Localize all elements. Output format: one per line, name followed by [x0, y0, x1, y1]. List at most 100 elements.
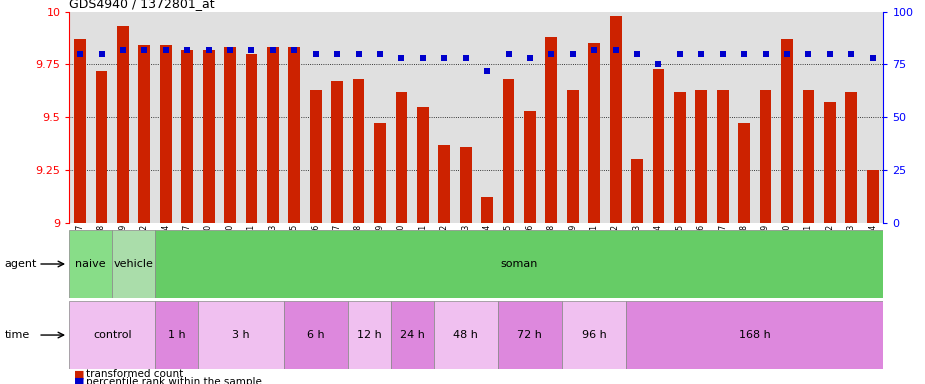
Bar	[824, 102, 835, 223]
Bar	[845, 92, 857, 223]
Point	[758, 51, 773, 57]
Point	[501, 51, 516, 57]
Bar	[69, 230, 112, 298]
Point	[586, 46, 601, 53]
Point	[715, 51, 730, 57]
Text: transformed count: transformed count	[86, 369, 183, 379]
Point	[202, 46, 216, 53]
Bar	[74, 39, 86, 223]
Bar	[245, 54, 257, 223]
Text: percentile rank within the sample: percentile rank within the sample	[86, 377, 262, 384]
Point	[137, 46, 152, 53]
Bar	[498, 301, 562, 369]
Point	[694, 51, 709, 57]
Point	[352, 51, 366, 57]
Bar	[139, 45, 150, 223]
Point	[822, 51, 837, 57]
Point	[780, 51, 795, 57]
Bar	[781, 39, 793, 223]
Bar	[524, 111, 536, 223]
Bar	[438, 145, 450, 223]
Text: 12 h: 12 h	[357, 330, 382, 340]
Bar	[674, 92, 685, 223]
Point	[437, 55, 451, 61]
Bar	[502, 79, 514, 223]
Bar	[417, 106, 428, 223]
Point	[394, 55, 409, 61]
Bar	[434, 301, 498, 369]
Point	[73, 51, 88, 57]
Text: ■: ■	[74, 377, 84, 384]
Point	[265, 46, 280, 53]
Point	[94, 51, 109, 57]
Bar	[289, 47, 301, 223]
Text: 96 h: 96 h	[582, 330, 607, 340]
Bar	[95, 71, 107, 223]
Bar	[224, 47, 236, 223]
Point	[480, 68, 495, 74]
Bar	[652, 68, 664, 223]
Point	[672, 51, 687, 57]
Point	[287, 46, 302, 53]
Bar	[626, 301, 883, 369]
Point	[844, 51, 858, 57]
Bar	[198, 301, 284, 369]
Bar	[284, 301, 348, 369]
Point	[179, 46, 194, 53]
Bar	[717, 89, 729, 223]
Bar	[374, 123, 386, 223]
Bar	[155, 230, 883, 298]
Point	[609, 46, 623, 53]
Text: control: control	[92, 330, 131, 340]
Bar	[348, 301, 390, 369]
Text: ■: ■	[74, 369, 84, 379]
Point	[458, 55, 473, 61]
Point	[801, 51, 816, 57]
Bar	[867, 170, 879, 223]
Text: soman: soman	[500, 259, 538, 269]
Text: time: time	[5, 330, 30, 340]
Bar	[310, 89, 322, 223]
Point	[308, 51, 323, 57]
Point	[630, 51, 645, 57]
Bar	[481, 197, 493, 223]
Bar	[117, 26, 129, 223]
Text: 48 h: 48 h	[453, 330, 478, 340]
Bar	[331, 81, 343, 223]
Bar	[160, 45, 172, 223]
Text: 1 h: 1 h	[167, 330, 185, 340]
Bar	[69, 301, 155, 369]
Bar	[562, 301, 626, 369]
Bar	[396, 92, 407, 223]
Text: 6 h: 6 h	[307, 330, 325, 340]
Bar	[460, 147, 472, 223]
Bar	[759, 89, 771, 223]
Point	[736, 51, 751, 57]
Text: 168 h: 168 h	[739, 330, 771, 340]
Text: 72 h: 72 h	[517, 330, 542, 340]
Point	[244, 46, 259, 53]
Text: GDS4940 / 1372801_at: GDS4940 / 1372801_at	[69, 0, 215, 10]
Bar	[112, 230, 155, 298]
Bar	[390, 301, 434, 369]
Bar	[631, 159, 643, 223]
Point	[565, 51, 580, 57]
Point	[158, 46, 173, 53]
Point	[544, 51, 559, 57]
Point	[329, 51, 344, 57]
Point	[116, 46, 130, 53]
Point	[865, 55, 880, 61]
Bar	[267, 47, 278, 223]
Bar	[588, 43, 600, 223]
Bar	[546, 37, 557, 223]
Text: naive: naive	[76, 259, 106, 269]
Point	[373, 51, 388, 57]
Bar	[181, 50, 193, 223]
Bar	[696, 89, 708, 223]
Bar	[352, 79, 364, 223]
Point	[651, 61, 666, 67]
Text: vehicle: vehicle	[114, 259, 154, 269]
Text: agent: agent	[5, 259, 37, 269]
Bar	[567, 89, 579, 223]
Text: 24 h: 24 h	[400, 330, 425, 340]
